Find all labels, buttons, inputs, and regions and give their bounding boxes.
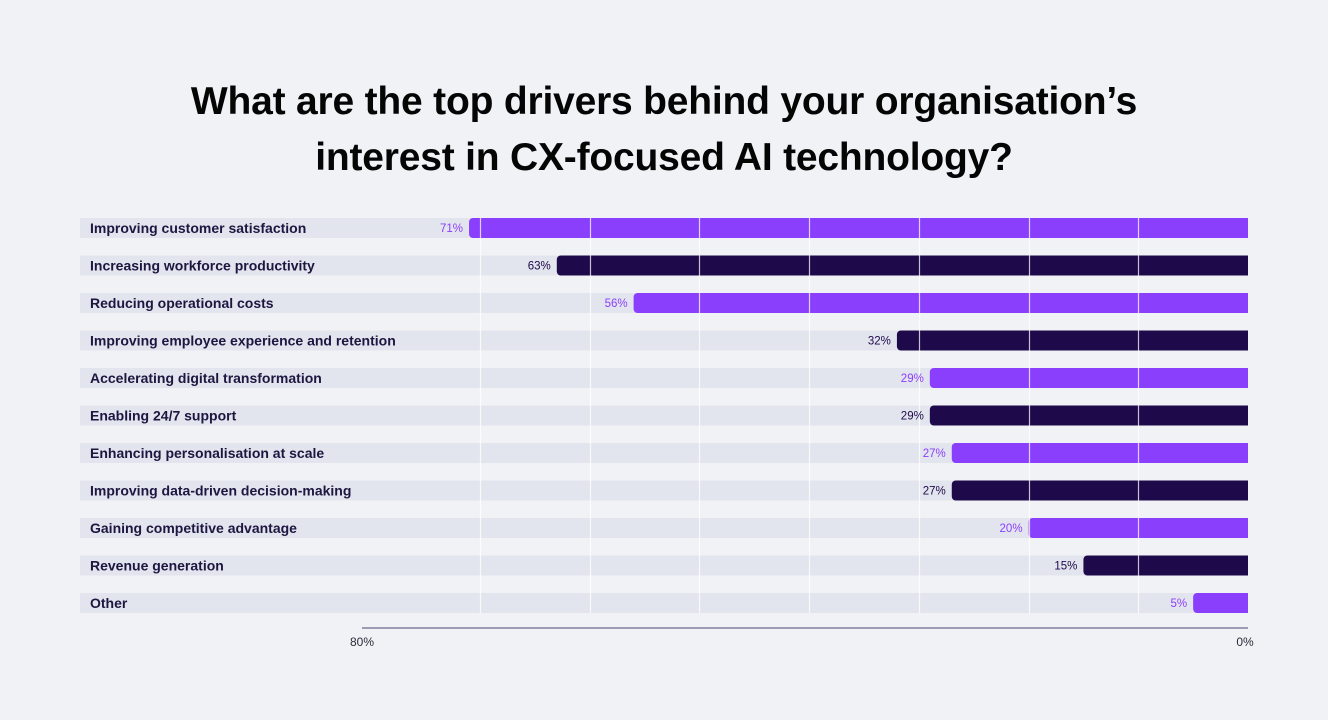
category-label: Revenue generation bbox=[90, 558, 224, 574]
bar bbox=[1083, 555, 1248, 576]
value-label: 29% bbox=[901, 411, 924, 423]
chart-title: What are the top drivers behind your org… bbox=[0, 74, 1328, 186]
value-label: 27% bbox=[923, 448, 946, 460]
gridlines bbox=[479, 218, 1140, 613]
x-tick-label: 80% bbox=[350, 635, 374, 649]
bar-end bbox=[1240, 330, 1248, 351]
category-label: Improving data-driven decision-making bbox=[90, 483, 351, 499]
value-label: 27% bbox=[923, 486, 946, 498]
category-label: Gaining competitive advantage bbox=[90, 520, 297, 536]
bar bbox=[556, 255, 1248, 276]
row-track bbox=[80, 593, 1248, 613]
row-track bbox=[80, 518, 1248, 538]
value-label: 29% bbox=[901, 373, 924, 385]
bar-end bbox=[1240, 480, 1248, 501]
category-label: Enhancing personalisation at scale bbox=[90, 445, 324, 461]
row-labels: Improving customer satisfaction Increasin… bbox=[90, 220, 396, 611]
category-label: Increasing workforce productivity bbox=[90, 258, 315, 274]
category-label: Accelerating digital transformation bbox=[90, 370, 322, 386]
category-label: Other bbox=[90, 595, 128, 611]
category-label: Improving customer satisfaction bbox=[90, 220, 306, 236]
bar bbox=[469, 218, 1248, 238]
bar-end bbox=[1240, 555, 1248, 576]
value-label: 20% bbox=[1000, 523, 1023, 535]
value-label: 15% bbox=[1054, 561, 1077, 573]
bar-end bbox=[1240, 405, 1248, 426]
bar-end bbox=[1240, 518, 1248, 538]
value-label: 63% bbox=[528, 261, 551, 273]
bar-end bbox=[1240, 443, 1248, 463]
value-label: 5% bbox=[1171, 598, 1188, 610]
value-labels: 71% 63% 56% 32% 29% 29% 27% 27% 20% 15% 5% bbox=[440, 223, 1187, 610]
bar bbox=[929, 405, 1248, 426]
category-label: Reducing operational costs bbox=[90, 295, 274, 311]
bar bbox=[633, 293, 1248, 313]
value-label: 56% bbox=[605, 298, 628, 310]
value-label: 32% bbox=[868, 336, 891, 348]
bar bbox=[951, 443, 1248, 463]
bar bbox=[951, 480, 1248, 501]
bar-end bbox=[1240, 593, 1248, 613]
bar-end bbox=[1240, 218, 1248, 238]
bar-end bbox=[1240, 255, 1248, 276]
category-label: Enabling 24/7 support bbox=[90, 408, 237, 424]
bar bbox=[896, 330, 1248, 351]
x-tick-label: 0% bbox=[1236, 635, 1254, 649]
bar bbox=[929, 368, 1248, 388]
bar bbox=[1193, 593, 1248, 613]
bar-end bbox=[1240, 368, 1248, 388]
x-axis: 80% 0% bbox=[350, 627, 1254, 649]
bars bbox=[469, 218, 1248, 613]
value-label: 71% bbox=[440, 223, 463, 235]
bar-end bbox=[1240, 293, 1248, 313]
row-track bbox=[80, 555, 1248, 576]
chart-title-line-1: What are the top drivers behind your org… bbox=[190, 80, 1138, 123]
chart-title-line-2: interest in CX-focused AI technology? bbox=[315, 136, 1013, 179]
category-label: Improving employee experience and retent… bbox=[90, 333, 396, 349]
